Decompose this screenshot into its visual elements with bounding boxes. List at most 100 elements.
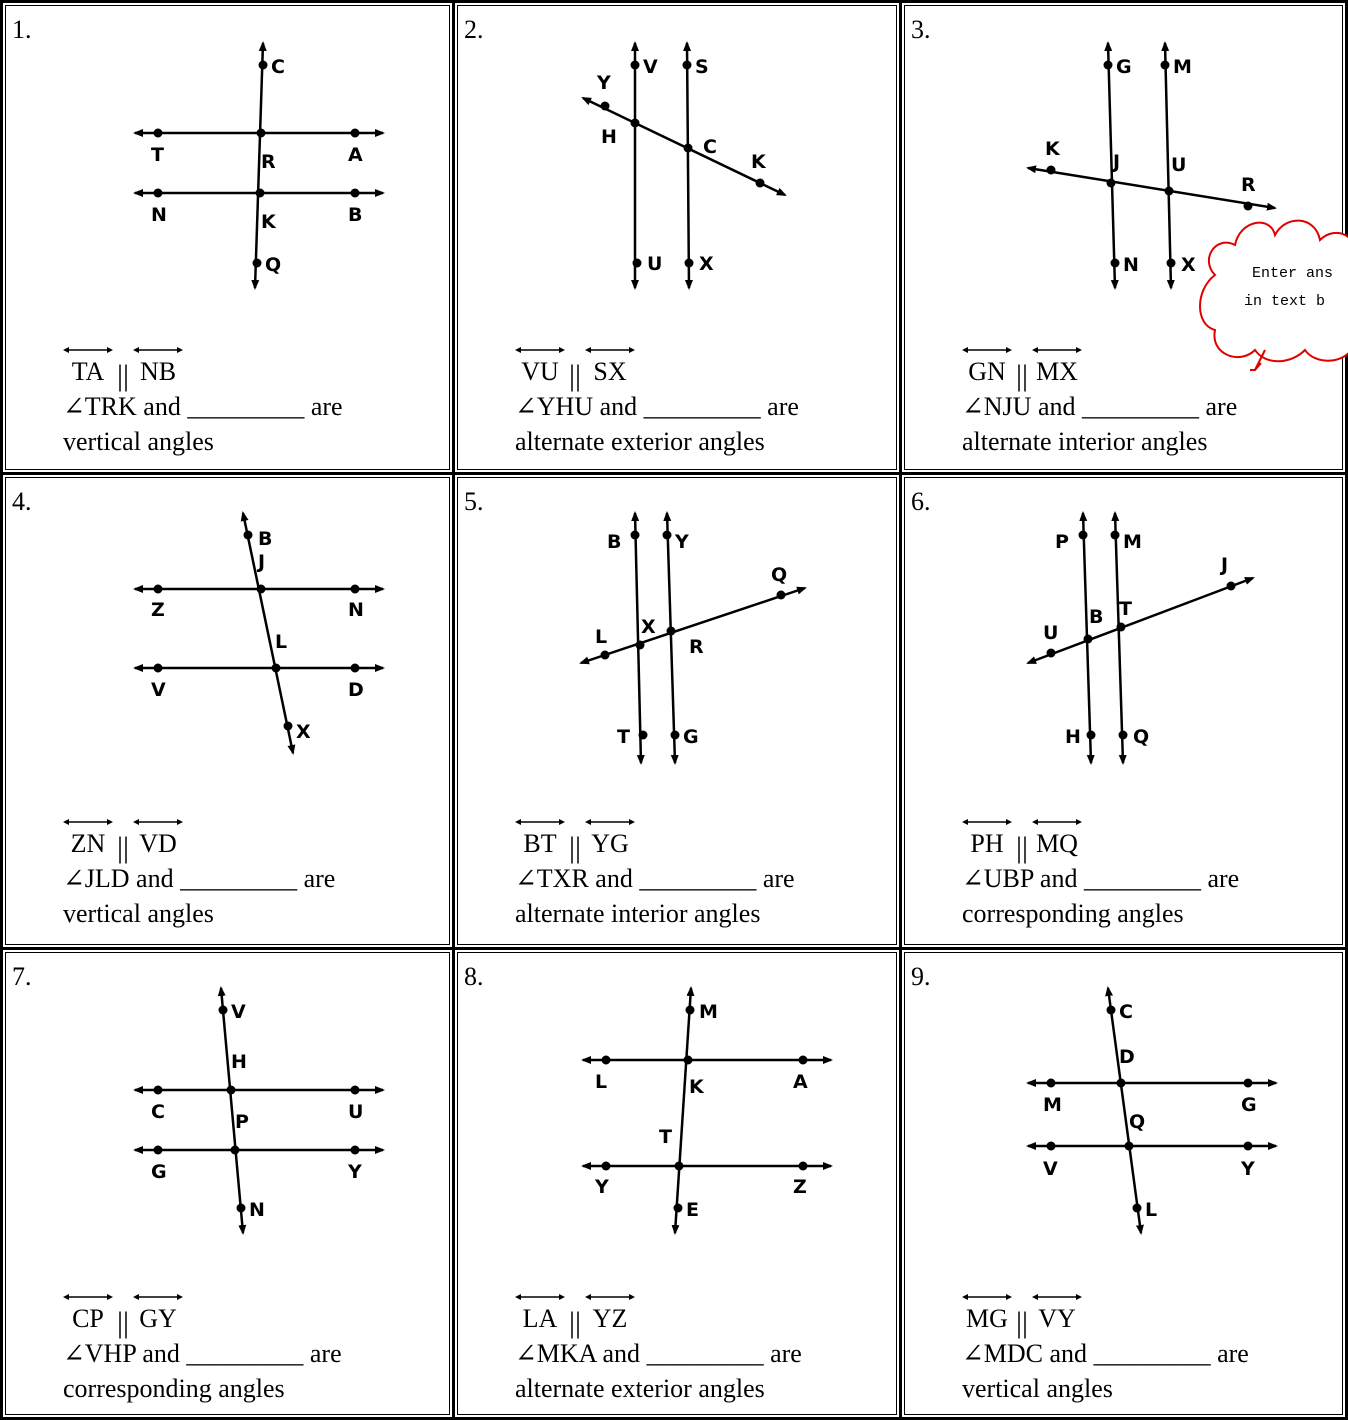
line-b-notation: NB <box>133 344 184 389</box>
point-dot <box>350 128 360 138</box>
point-dot <box>776 590 786 600</box>
problem-cell-4: 4. B J Z N L V D X ZN || VD ∠JLD and _________ are ve… <box>0 472 455 950</box>
parallel-statement: LA || YZ <box>515 1294 802 1339</box>
point-dot <box>1243 1078 1253 1088</box>
point-label: M <box>1043 1094 1062 1116</box>
problem-cell-9: 9. C D M G Q V Y L MG || VY ∠MDC and _________ are ve… <box>899 947 1348 1420</box>
point-label: B <box>258 528 272 550</box>
are-word: are <box>309 1339 342 1368</box>
line-a-notation: TA <box>63 344 113 389</box>
point-label: S <box>695 56 709 78</box>
are-word: are <box>1205 392 1238 421</box>
angle-relation: alternate interior angles <box>515 899 761 928</box>
problem-number: 7. <box>12 962 32 991</box>
point-dot <box>600 101 610 111</box>
problem-caption: GN || MX ∠NJU and _________ are alternate in… <box>962 347 1237 459</box>
point-dot <box>638 730 648 740</box>
point-dot <box>350 663 360 673</box>
point-dot <box>1046 1078 1056 1088</box>
point-dot <box>350 1085 360 1095</box>
are-word: are <box>1217 1339 1249 1368</box>
angle-statement: ∠UBP and _________ are <box>962 861 1239 896</box>
problem-cell-8: 8. M L K A T Y Z E LA || YZ ∠MKA and _________ are al… <box>452 947 902 1420</box>
given-angle: ∠VHP and <box>63 1339 180 1368</box>
line-b-notation: YZ <box>585 1291 636 1336</box>
cloud-text-2: in text b <box>1244 293 1326 310</box>
point-dot <box>236 1203 246 1213</box>
point-label: U <box>1043 622 1058 644</box>
point-dot <box>153 188 163 198</box>
angle-statement: ∠MDC and _________ are <box>962 1336 1249 1371</box>
point-label: C <box>703 136 717 158</box>
point-dot <box>601 1055 611 1065</box>
point-dot <box>153 1085 163 1095</box>
parallel-statement: PH || MQ <box>962 819 1239 863</box>
line-overbar-icon <box>585 347 636 353</box>
line-b-notation: GY <box>133 1291 184 1336</box>
point-label: Y <box>674 531 689 553</box>
parallel-symbol: || <box>569 359 582 392</box>
point-dot <box>1132 1203 1142 1213</box>
point-dot <box>218 1005 228 1015</box>
problem-number: 3. <box>911 15 931 44</box>
point-dot <box>350 1145 360 1155</box>
point-label: H <box>231 1051 247 1073</box>
point-label: N <box>249 1199 265 1221</box>
line-overbar-icon <box>962 347 1012 353</box>
answer-blank[interactable]: _________ <box>187 392 305 421</box>
answer-blank[interactable]: _________ <box>1093 1339 1211 1368</box>
point-label: Q <box>1129 1111 1145 1133</box>
line-overbar-icon <box>585 819 636 825</box>
point-label: N <box>348 599 364 621</box>
given-angle: ∠YHU and <box>515 392 638 421</box>
are-word: are <box>1207 864 1240 893</box>
angle-statement: ∠TRK and _________ are <box>63 389 343 424</box>
point-label: R <box>261 151 276 173</box>
line-a-label: PH <box>970 829 1004 858</box>
line-b-label: NB <box>139 357 177 386</box>
problem-cell-2: 2. V S Y H C K U X VU || SX ∠YHU and _________ are al… <box>452 0 902 475</box>
point-dot <box>683 1055 693 1065</box>
point-label: M <box>699 1001 718 1023</box>
point-dot <box>153 663 163 673</box>
answer-blank[interactable]: _________ <box>1082 392 1199 421</box>
point-dot <box>1106 178 1116 188</box>
point-dot <box>1078 530 1088 540</box>
problem-cell-5: 5. B Y Q L X R T G BT || YG ∠TXR and _________ are al… <box>452 472 902 950</box>
answer-blank[interactable]: _________ <box>643 392 761 421</box>
cloud-text-1: Enter ans <box>1252 265 1334 282</box>
answer-blank[interactable]: _________ <box>186 1339 304 1368</box>
point-dot <box>256 584 266 594</box>
parallel-lines-diagram: V S Y H C K U X <box>581 41 787 290</box>
point-label: A <box>793 1071 808 1093</box>
answer-blank[interactable]: _________ <box>639 864 757 893</box>
parallel-statement: BT || YG <box>515 819 795 863</box>
parallel-symbol: || <box>569 1306 582 1339</box>
parallel-statement: VU || SX <box>515 347 799 392</box>
answer-blank[interactable]: _________ <box>180 864 298 893</box>
parallel-lines-diagram: C D M G Q V Y L <box>1026 986 1278 1235</box>
angle-statement: ∠NJU and _________ are <box>962 389 1237 424</box>
line-overbar-icon <box>63 819 113 825</box>
problem-cell-6: 6. P M J U B T H Q PH || MQ ∠UBP and _________ are co… <box>899 472 1348 950</box>
point-label: D <box>1119 1046 1135 1068</box>
point-dot <box>1103 60 1113 70</box>
point-dot <box>666 626 676 636</box>
are-word: are <box>770 1339 802 1368</box>
point-label: P <box>235 1111 249 1133</box>
answer-blank[interactable]: _________ <box>646 1339 764 1368</box>
point-dot <box>674 1161 684 1171</box>
point-dot <box>682 60 692 70</box>
parallel-symbol: || <box>117 1306 130 1339</box>
answer-blank[interactable]: _________ <box>1083 864 1201 893</box>
angle-statement: ∠MKA and _________ are <box>515 1336 802 1371</box>
line-a-label: MG <box>966 1304 1008 1333</box>
point-label: C <box>1119 1001 1133 1023</box>
parallel-statement: CP || GY <box>63 1294 342 1339</box>
point-label: B <box>1089 606 1103 628</box>
point-dot <box>683 143 693 153</box>
point-label: R <box>1241 174 1256 196</box>
line-a-notation: CP <box>63 1291 113 1336</box>
point-label: L <box>595 626 607 648</box>
point-label: G <box>151 1161 167 1183</box>
